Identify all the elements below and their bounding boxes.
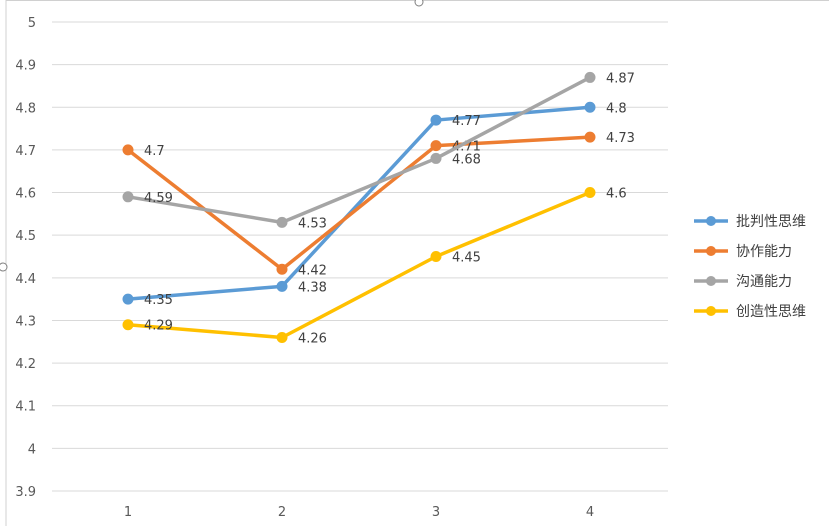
y-tick-label-10: 4.9 <box>15 59 36 74</box>
series-line-0 <box>126 105 592 301</box>
x-tick-label-1: 2 <box>278 505 286 520</box>
x-tick-label-3: 4 <box>586 505 594 520</box>
series-3-point-2 <box>430 251 442 262</box>
legend-marker-1 <box>706 246 716 256</box>
x-tick-label-0: 1 <box>124 505 132 520</box>
series-2-point-1 <box>276 216 288 228</box>
series-1-data-label-1: 4.42 <box>298 263 327 278</box>
legend-label-1: 协作能力 <box>736 244 792 260</box>
resize-handle-left <box>0 262 8 272</box>
y-tick-label-2: 4.1 <box>15 400 36 415</box>
series-line-2 <box>126 75 592 225</box>
series-3-data-label-2: 4.45 <box>452 251 481 266</box>
series-1-data-label-2: 4.71 <box>452 140 481 155</box>
series-1-data-label-0: 4.7 <box>144 144 165 159</box>
series-line-3 <box>126 190 592 340</box>
series-0-point-0 <box>122 293 134 305</box>
series-0-point-2 <box>430 114 442 126</box>
series-3-point-0 <box>122 319 134 331</box>
y-tick-label-5: 4.4 <box>15 272 36 287</box>
series-2-point-0 <box>122 191 134 203</box>
series-1-point-0 <box>122 144 134 156</box>
x-tick-label-2: 3 <box>432 505 440 520</box>
y-tick-label-0: 3.9 <box>15 485 36 500</box>
legend-marker-0 <box>706 216 716 226</box>
series-1-point-3 <box>584 131 596 143</box>
series-2-data-label-3: 4.87 <box>606 71 635 86</box>
y-tick-label-1: 4 <box>28 442 36 457</box>
y-tick-label-4: 4.3 <box>15 314 36 329</box>
y-tick-label-11: 5 <box>28 16 36 31</box>
series-1-point-2 <box>430 140 442 152</box>
series-3-point-3 <box>584 187 596 199</box>
legend-label-2: 沟通能力 <box>736 274 792 290</box>
series-2-data-label-1: 4.53 <box>298 216 327 231</box>
series-2-data-label-2: 4.68 <box>452 152 481 167</box>
resize-handle-top <box>414 0 424 7</box>
series-2-point-3 <box>584 71 596 83</box>
legend-marker-3 <box>706 306 716 316</box>
legend-label-0: 批判性思维 <box>736 214 806 230</box>
series-0-data-label-0: 4.35 <box>144 293 173 308</box>
y-tick-label-3: 4.2 <box>15 357 36 372</box>
series-3-data-label-0: 4.29 <box>144 319 173 334</box>
y-tick-label-6: 4.5 <box>15 229 36 244</box>
series-0-data-label-2: 4.77 <box>452 114 481 129</box>
legend-marker-2 <box>706 276 716 286</box>
y-tick-label-9: 4.8 <box>15 101 36 116</box>
series-2-data-label-0: 4.59 <box>144 191 173 206</box>
series-0-data-label-3: 4.8 <box>606 101 627 116</box>
series-3-data-label-3: 4.6 <box>606 187 627 202</box>
series-0-point-3 <box>584 101 596 113</box>
series-1-point-1 <box>276 263 288 275</box>
series-1-data-label-3: 4.73 <box>606 131 635 146</box>
y-tick-label-8: 4.7 <box>15 144 36 159</box>
series-2-point-2 <box>430 152 442 164</box>
series-0-point-1 <box>276 280 288 292</box>
series-3-data-label-1: 4.26 <box>298 332 327 347</box>
legend-label-3: 创造性思维 <box>736 304 806 320</box>
series-0-data-label-1: 4.38 <box>298 280 327 295</box>
y-tick-label-7: 4.6 <box>15 187 36 202</box>
series-3-point-1 <box>276 332 288 344</box>
